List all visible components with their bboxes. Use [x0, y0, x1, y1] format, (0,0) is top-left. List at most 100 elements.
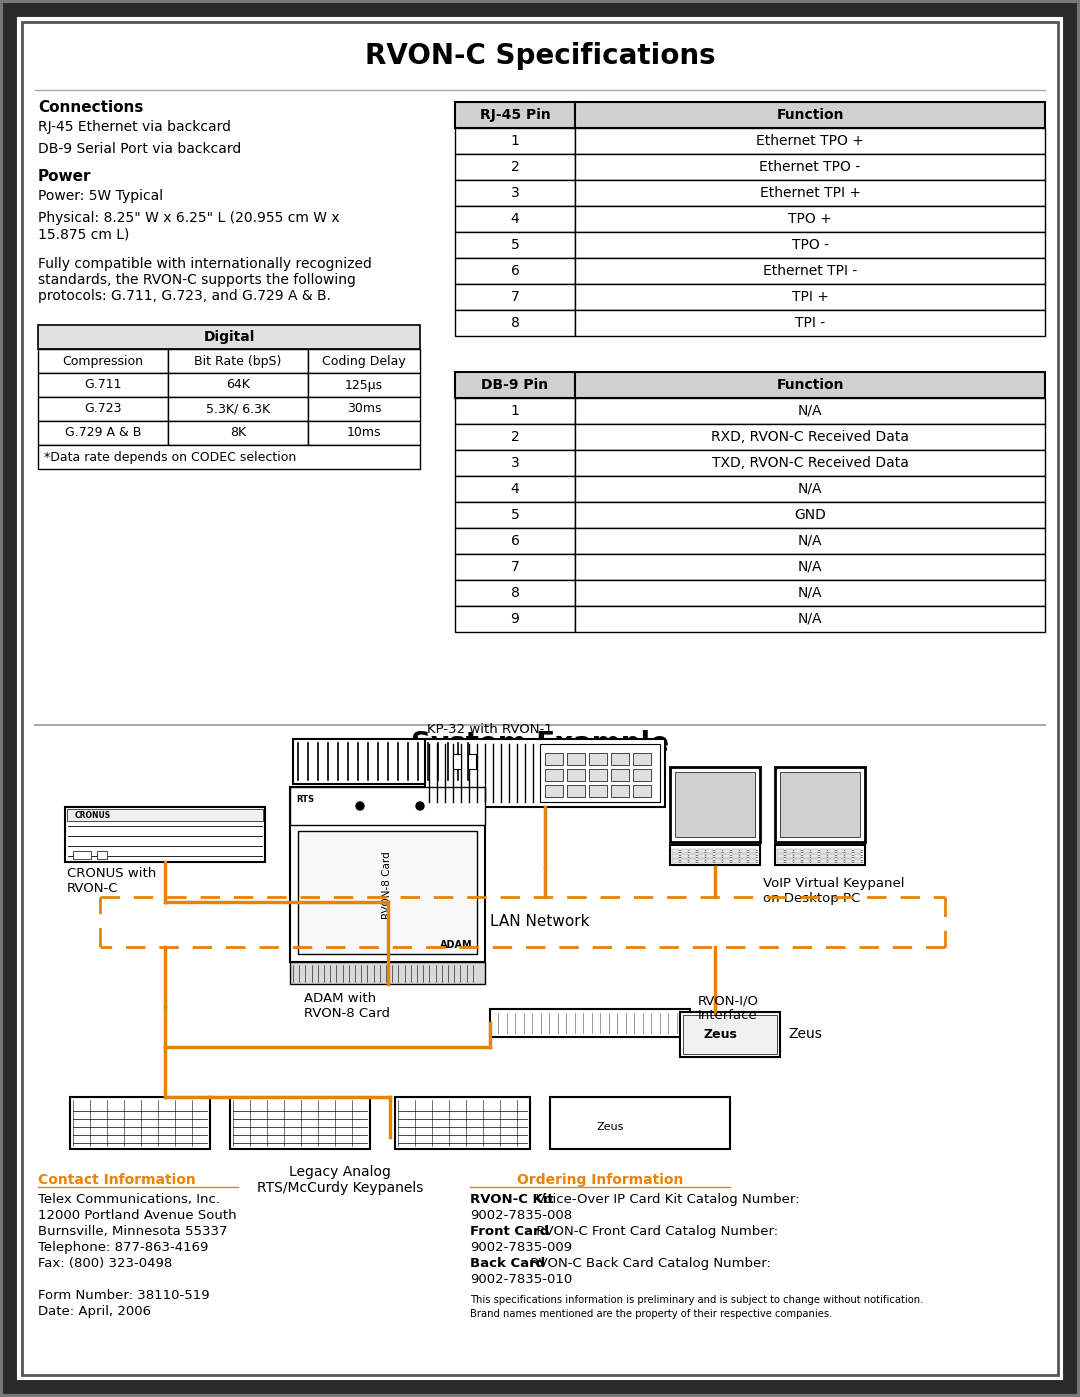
Text: 30ms: 30ms: [347, 402, 381, 415]
Bar: [828, 849, 835, 854]
Text: 7: 7: [511, 560, 519, 574]
Bar: [837, 854, 843, 858]
Bar: [38, 326, 420, 349]
Bar: [785, 849, 793, 854]
Text: 8: 8: [511, 585, 519, 599]
Bar: [567, 785, 585, 798]
Bar: [689, 859, 696, 863]
Bar: [308, 349, 420, 373]
Bar: [575, 450, 1045, 476]
Bar: [575, 310, 1045, 337]
FancyBboxPatch shape: [10, 10, 1070, 1387]
Text: TXD, RVON-C Received Data: TXD, RVON-C Received Data: [712, 455, 908, 469]
Bar: [575, 502, 1045, 528]
Text: GND: GND: [794, 509, 826, 522]
Bar: [794, 849, 801, 854]
Bar: [706, 854, 713, 858]
Bar: [575, 154, 1045, 180]
Text: CRONUS with
RVON-C: CRONUS with RVON-C: [67, 868, 157, 895]
Text: Digital: Digital: [203, 330, 255, 344]
Bar: [455, 102, 1045, 129]
Text: This specifications information is preliminary and is subject to change without : This specifications information is preli…: [470, 1295, 923, 1305]
Text: N/A: N/A: [798, 612, 822, 626]
Bar: [455, 284, 575, 310]
Text: DB-9 Pin: DB-9 Pin: [482, 379, 549, 393]
Bar: [575, 232, 1045, 258]
Text: Telephone: 877-863-4169: Telephone: 877-863-4169: [38, 1241, 208, 1255]
Bar: [802, 849, 810, 854]
Text: Voice-Over IP Card Kit Catalog Number:: Voice-Over IP Card Kit Catalog Number:: [532, 1193, 799, 1206]
Text: RVON-C Kit: RVON-C Kit: [470, 1193, 554, 1206]
Bar: [455, 372, 1045, 398]
Bar: [748, 849, 756, 854]
Text: G.729 A & B: G.729 A & B: [65, 426, 141, 440]
Bar: [575, 205, 1045, 232]
Bar: [589, 768, 607, 781]
Text: 12000 Portland Avenue South: 12000 Portland Avenue South: [38, 1208, 237, 1222]
Text: Legacy Analog
RTS/McCurdy Keypanels: Legacy Analog RTS/McCurdy Keypanels: [257, 1165, 423, 1196]
Bar: [837, 849, 843, 854]
Bar: [38, 349, 168, 373]
Bar: [575, 398, 1045, 425]
Text: N/A: N/A: [798, 560, 822, 574]
Bar: [731, 859, 739, 863]
Text: Zeus: Zeus: [596, 1122, 623, 1132]
Bar: [308, 397, 420, 420]
Bar: [748, 854, 756, 858]
Text: Ethernet TPO +: Ethernet TPO +: [756, 134, 864, 148]
Text: Coding Delay: Coding Delay: [322, 355, 406, 367]
Bar: [672, 854, 679, 858]
Text: *Data rate depends on CODEC selection: *Data rate depends on CODEC selection: [44, 450, 296, 464]
Text: Function: Function: [777, 108, 843, 122]
Bar: [589, 753, 607, 766]
Text: RVON-C Front Card Catalog Number:: RVON-C Front Card Catalog Number:: [532, 1225, 778, 1238]
Bar: [845, 859, 852, 863]
Bar: [775, 845, 865, 865]
Text: Ethernet TPO -: Ethernet TPO -: [759, 161, 861, 175]
Bar: [575, 180, 1045, 205]
Text: Ordering Information: Ordering Information: [517, 1173, 684, 1187]
Text: KP-32 with RVON-1: KP-32 with RVON-1: [427, 724, 553, 736]
Bar: [715, 849, 721, 854]
Bar: [575, 425, 1045, 450]
Circle shape: [356, 802, 364, 810]
Text: Form Number: 38110-519: Form Number: 38110-519: [38, 1289, 210, 1302]
Bar: [455, 310, 575, 337]
Bar: [748, 859, 756, 863]
Bar: [715, 854, 721, 858]
Bar: [698, 859, 704, 863]
Bar: [853, 849, 861, 854]
Bar: [575, 284, 1045, 310]
Bar: [672, 859, 679, 863]
FancyBboxPatch shape: [22, 22, 1058, 1375]
Bar: [775, 767, 865, 842]
Bar: [38, 397, 168, 420]
Bar: [777, 854, 784, 858]
Text: LAN Network: LAN Network: [490, 915, 590, 929]
Bar: [740, 849, 747, 854]
Bar: [785, 854, 793, 858]
Bar: [291, 787, 485, 826]
Bar: [689, 849, 696, 854]
Bar: [794, 859, 801, 863]
Bar: [455, 258, 575, 284]
Bar: [455, 425, 575, 450]
Bar: [802, 859, 810, 863]
Bar: [706, 849, 713, 854]
Bar: [715, 859, 721, 863]
Text: 4: 4: [511, 212, 519, 226]
Bar: [455, 154, 575, 180]
Text: N/A: N/A: [798, 585, 822, 599]
Bar: [672, 849, 679, 854]
Bar: [589, 785, 607, 798]
Text: CRONUS: CRONUS: [75, 810, 111, 820]
Bar: [230, 1097, 370, 1148]
Text: Function: Function: [777, 379, 843, 393]
Bar: [455, 232, 575, 258]
Text: VoIP Virtual Keypanel
on Desktop PC: VoIP Virtual Keypanel on Desktop PC: [762, 877, 905, 905]
Bar: [70, 1097, 210, 1148]
Text: Front Card: Front Card: [470, 1225, 549, 1238]
Bar: [820, 859, 826, 863]
Text: 8K: 8K: [230, 426, 246, 440]
Text: N/A: N/A: [798, 534, 822, 548]
